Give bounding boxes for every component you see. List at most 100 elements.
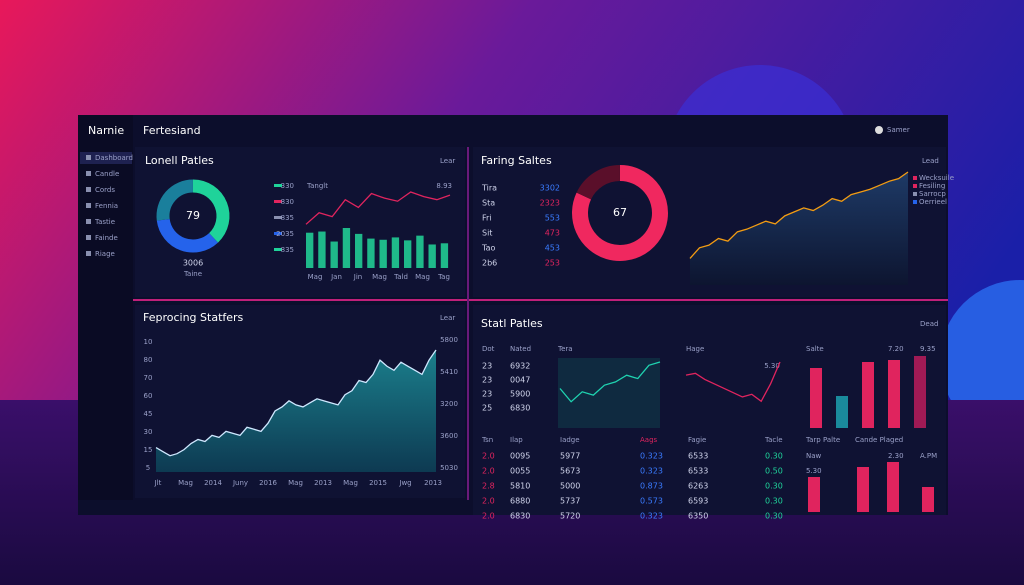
legend-swatch (274, 200, 282, 203)
table-cell: 6880 (510, 497, 530, 506)
nav-item[interactable]: Fennia (95, 202, 118, 210)
line (689, 171, 909, 259)
donut-segment (156, 218, 218, 253)
donut-center: 79 (186, 209, 200, 222)
table-cell: 2.0 (482, 512, 495, 521)
chart-value: 5.30 (764, 362, 780, 370)
row-value: 473 (545, 229, 560, 238)
legend-label: Oerrieel (919, 198, 947, 206)
table-cell: 25 (482, 404, 492, 413)
chart-label: 5.30 (806, 467, 822, 475)
table-cell: 5720 (560, 512, 580, 521)
panel-button[interactable]: Lead (922, 157, 939, 165)
table-cell: 23 (482, 376, 492, 385)
x-tick-label: Jin (353, 273, 362, 281)
y-tick-label: 15 (144, 446, 153, 454)
donut-segment (576, 165, 621, 200)
chart-label: Tarp Palte (805, 436, 840, 444)
row-label: 2b6 (482, 259, 497, 268)
legend-swatch (913, 192, 917, 196)
nav-icon (86, 235, 91, 240)
bar (862, 362, 874, 428)
table-cell: 0047 (510, 376, 530, 385)
legend-label: Sarrocp (919, 190, 946, 198)
panel-button[interactable]: Dead (920, 320, 938, 328)
row-label: Tao (481, 244, 495, 253)
bar (428, 244, 436, 268)
x-tick-label: Juny (232, 479, 248, 487)
bar (330, 241, 338, 268)
x-tick-label: Tag (437, 273, 450, 281)
donut-segment (156, 179, 194, 221)
chart-label: Tanglt (306, 182, 328, 190)
nav-item[interactable]: Candle (95, 170, 119, 178)
x-tick-label: 2016 (259, 479, 277, 487)
panel (473, 305, 946, 515)
table-cell: 6593 (688, 497, 708, 506)
line (559, 361, 661, 403)
bar (922, 487, 934, 512)
panel-title: Lonell Patles (145, 154, 214, 167)
avatar[interactable] (875, 126, 883, 134)
topbar-title: Fertesiand (143, 124, 201, 137)
y-tick-label: 80 (144, 356, 153, 364)
brand: Narnie (88, 124, 124, 137)
panel-button[interactable]: Lear (440, 157, 455, 165)
legend-swatch (274, 232, 282, 235)
chart-label: 7.20 (888, 345, 904, 353)
table-cell: 0.323 (640, 452, 663, 461)
nav-icon (86, 155, 91, 160)
user-name[interactable]: Samer (887, 126, 910, 134)
nav-icon (86, 251, 91, 256)
y-tick-label: 70 (144, 374, 153, 382)
y2-tick-label: 5030 (440, 464, 458, 472)
row-label: Sta (482, 199, 495, 208)
table-cell: 0055 (510, 467, 530, 476)
legend-swatch (274, 184, 282, 187)
row-value: 3302 (540, 184, 560, 193)
chart-label: Cande Plaged (855, 436, 903, 444)
y2-tick-label: 5410 (440, 368, 458, 376)
legend-label: 2035 (276, 230, 294, 238)
nav-item[interactable]: Cords (95, 186, 115, 194)
x-tick-label: 2014 (204, 479, 222, 487)
table-cell: 23 (482, 362, 492, 371)
line (685, 361, 781, 403)
panel-title: Feprocing Statfers (143, 311, 244, 324)
table-cell: 0.323 (640, 512, 663, 521)
sidebar (78, 115, 133, 500)
table-cell: 6830 (510, 404, 530, 413)
row-value: 253 (545, 259, 560, 268)
area (156, 350, 436, 472)
x-tick-label: 2013 (314, 479, 332, 487)
legend-swatch (913, 184, 917, 188)
nav-item[interactable]: Riage (95, 250, 115, 258)
table-cell: 6263 (688, 482, 708, 491)
table-cell: 5977 (560, 452, 580, 461)
bar (367, 238, 375, 268)
nav-item[interactable]: Dashboard (95, 154, 133, 162)
nav-item[interactable]: Fainde (95, 234, 118, 242)
table-header: Tacle (764, 436, 783, 444)
donut-sub: Taine (183, 270, 202, 278)
table-cell: 2.0 (482, 497, 495, 506)
x-tick-label: Mag (343, 479, 358, 487)
nav-item[interactable]: Tastie (94, 218, 115, 226)
nav-icon (86, 219, 91, 224)
x-tick-label: Jlt (154, 479, 162, 487)
row-label: Tira (481, 184, 497, 193)
area (690, 172, 908, 285)
bar (810, 368, 822, 428)
panel-button[interactable]: Lear (440, 314, 455, 322)
nav-active (80, 152, 132, 164)
line (305, 191, 451, 225)
x-tick-label: Jwg (398, 479, 411, 487)
table-cell: 0.323 (640, 467, 663, 476)
legend-label: Fesiling (919, 182, 945, 190)
table-cell: 0.30 (765, 452, 783, 461)
bar (379, 239, 387, 268)
y-tick-label: 10 (144, 338, 153, 346)
x-tick-label: Mag (288, 479, 303, 487)
